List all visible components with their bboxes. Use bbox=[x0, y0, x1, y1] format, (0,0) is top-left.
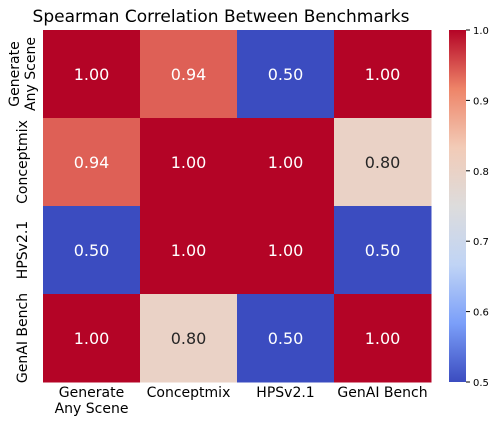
cell-value-label: 0.50 bbox=[268, 329, 304, 348]
heatmap-cell bbox=[237, 118, 335, 207]
heatmap-cell bbox=[334, 30, 432, 119]
colorbar-tick-label: 0.6 bbox=[473, 308, 489, 319]
heatmap-cell bbox=[43, 30, 141, 119]
cell-value-label: 1.00 bbox=[268, 153, 304, 172]
colorbar-gradient bbox=[449, 30, 466, 382]
cell-value-labels: 1.00 0.94 0.50 1.00 0.94 1.00 1.00 0.80 0.50 1.00… bbox=[74, 65, 401, 348]
cell-value-label: 0.94 bbox=[74, 153, 110, 172]
cell-value-label: 1.00 bbox=[74, 329, 110, 348]
heatmap-cell bbox=[140, 30, 238, 119]
row-labels: GenerateAny Scene Conceptmix HPSv2.1 GenAI … bbox=[7, 37, 39, 383]
heatmap-cell bbox=[43, 118, 141, 207]
cell-value-label: 0.94 bbox=[171, 65, 207, 84]
column-label: Conceptmix bbox=[147, 385, 231, 401]
cell-value-label: 1.00 bbox=[365, 329, 401, 348]
column-label: HPSv2.1 bbox=[256, 385, 314, 401]
cell-value-label: 1.00 bbox=[74, 65, 110, 84]
cell-value-label: 0.80 bbox=[171, 329, 207, 348]
heatmap-cell bbox=[237, 294, 335, 383]
colorbar-tick-label: 0.7 bbox=[473, 237, 489, 248]
cell-value-label: 0.50 bbox=[365, 241, 401, 260]
row-label: HPSv2.1 bbox=[15, 221, 31, 279]
cell-value-label: 1.00 bbox=[171, 241, 207, 260]
colorbar-tick-label: 0.8 bbox=[473, 167, 489, 178]
cell-value-label: 0.80 bbox=[365, 153, 401, 172]
cell-value-label: 0.50 bbox=[268, 65, 304, 84]
row-label: GenerateAny Scene bbox=[7, 37, 39, 111]
column-label: Generate Any Scene bbox=[55, 385, 129, 417]
heatmap-cell bbox=[140, 118, 238, 207]
colorbar-tick-label: 1.0 bbox=[473, 26, 489, 37]
cell-value-label: 1.00 bbox=[365, 65, 401, 84]
heatmap-cell bbox=[237, 30, 335, 119]
heatmap-cell bbox=[140, 294, 238, 383]
colorbar-tick-label: 0.9 bbox=[473, 96, 489, 107]
heatmap-cell bbox=[334, 118, 432, 207]
heatmap-cell bbox=[237, 206, 335, 295]
cell-value-label: 0.50 bbox=[74, 241, 110, 260]
cell-value-label: 1.00 bbox=[268, 241, 304, 260]
column-label: GenAI Bench bbox=[337, 385, 427, 401]
cell-value-label: 1.00 bbox=[171, 153, 207, 172]
colorbar: 0.5 0.6 0.7 0.8 0.9 1.0 bbox=[449, 26, 489, 389]
heatmap-cell bbox=[43, 294, 141, 383]
row-label: Conceptmix bbox=[15, 120, 31, 204]
colorbar-tick-label: 0.5 bbox=[473, 378, 489, 389]
heatmap-cells bbox=[43, 30, 432, 383]
heatmap-cell bbox=[334, 206, 432, 295]
row-label: GenAI Bench bbox=[15, 293, 31, 383]
heatmap-cell bbox=[43, 206, 141, 295]
column-labels: Generate Any Scene Conceptmix HPSv2.1 GenAI … bbox=[55, 385, 428, 417]
chart-title: Spearman Correlation Between Benchmarks bbox=[33, 7, 410, 27]
heatmap-cell bbox=[140, 206, 238, 295]
heatmap-cell bbox=[334, 294, 432, 383]
